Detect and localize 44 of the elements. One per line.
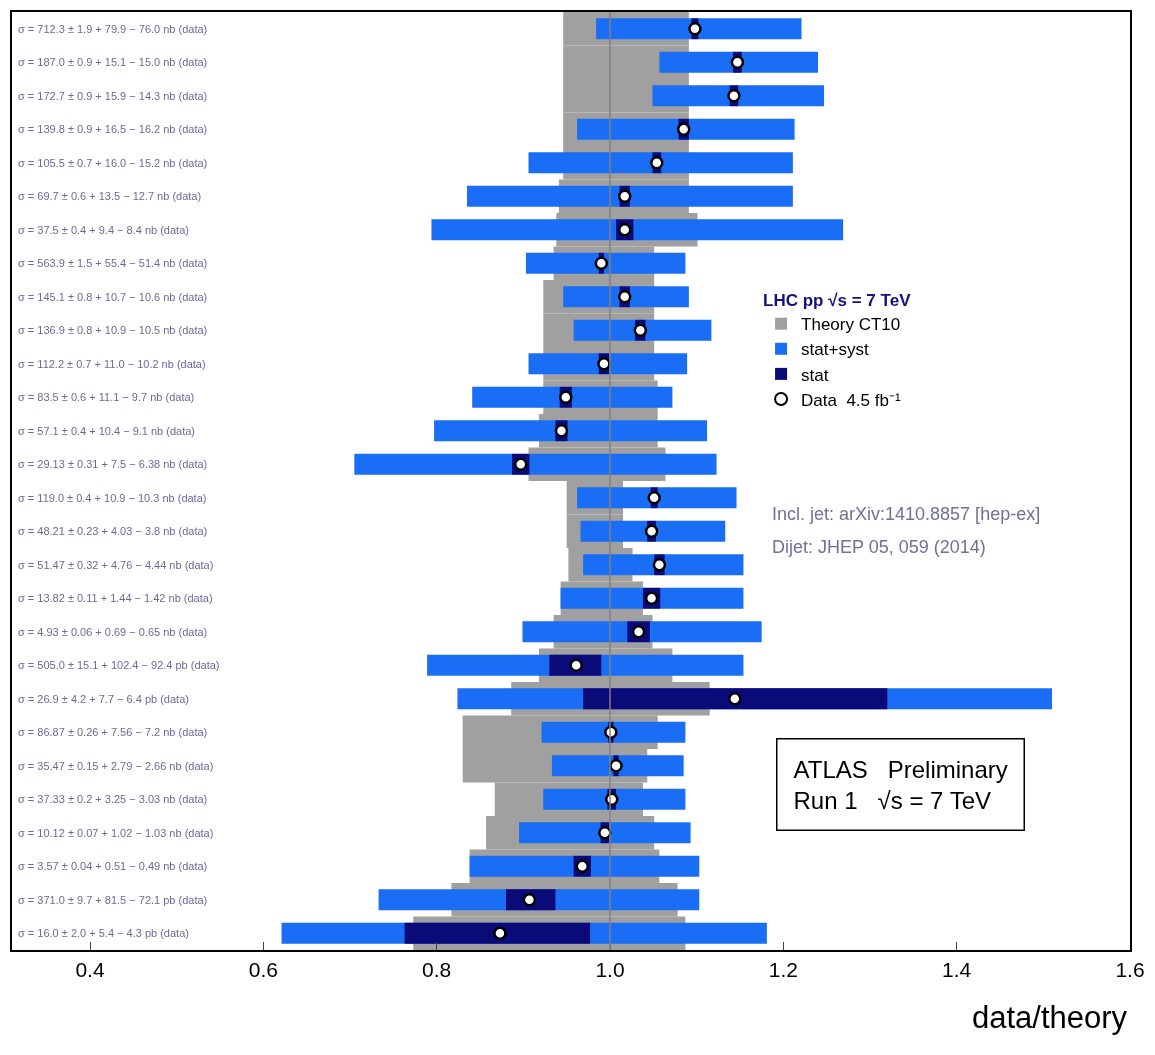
y-tick-label: σ = 83.5 ± 0.6 + 11.1 − 9.7 nb (data) xyxy=(18,391,195,403)
y-tick-label: σ = 13.82 ± 0.11 + 1.44 − 1.42 nb (data) xyxy=(18,592,213,604)
y-tick-label: σ = 10.12 ± 0.07 + 1.02 − 1.03 nb (data) xyxy=(18,827,214,839)
y-tick-label: σ = 86.87 ± 0.26 + 7.56 − 7.2 nb (data) xyxy=(18,726,208,738)
legend-label: Data 4.5 fb⁻¹ xyxy=(801,390,901,410)
y-tick-label: σ = 563.9 ± 1.5 + 55.4 − 51.4 nb (data) xyxy=(18,257,208,269)
y-tick-label: σ = 3.57 ± 0.04 + 0.51 − 0.49 nb (data) xyxy=(18,860,208,872)
x-axis-title: data/theory xyxy=(972,1000,1128,1035)
x-tick-label: 1.2 xyxy=(768,957,798,981)
legend-title: LHC pp √s = 7 TeV xyxy=(763,291,912,311)
y-tick-label: σ = 119.0 ± 0.4 + 10.9 − 10.3 nb (data) xyxy=(18,492,207,504)
y-tick-label: σ = 712.3 ± 1.9 + 79.9 − 76.0 nb (data) xyxy=(18,23,208,35)
x-tick-label: 0.8 xyxy=(422,957,452,981)
y-tick-label: σ = 187.0 ± 0.9 + 15.1 − 15.0 nb (data) xyxy=(18,56,208,68)
y-tick-label: σ = 51.47 ± 0.32 + 4.76 − 4.44 nb (data) xyxy=(18,559,214,571)
legend-label: Theory CT10 xyxy=(801,315,901,335)
y-tick-label: σ = 145.1 ± 0.8 + 10.7 − 10.6 nb (data) xyxy=(18,291,208,303)
y-tick-label: σ = 371.0 ± 9.7 + 81.5 − 72.1 pb (data) xyxy=(18,894,208,906)
y-tick-label: σ = 136.9 ± 0.8 + 10.9 − 10.5 nb (data) xyxy=(18,324,208,336)
legend-label: stat xyxy=(801,365,829,385)
annotation: Dijet: JHEP 05, 059 (2014) xyxy=(772,537,986,557)
x-tick-label: 1.6 xyxy=(1115,957,1145,981)
y-tick-label: σ = 69.7 ± 0.6 + 13.5 − 12.7 nb (data) xyxy=(18,190,202,202)
y-tick-label: σ = 139.8 ± 0.9 + 16.5 − 16.2 nb (data) xyxy=(18,123,208,135)
y-tick-label: σ = 105.5 ± 0.7 + 16.0 − 15.2 nb (data) xyxy=(18,157,208,169)
y-tick-label: σ = 57.1 ± 0.4 + 10.4 − 9.1 nb (data) xyxy=(18,425,196,437)
y-tick-label: σ = 35.47 ± 0.15 + 2.79 − 2.66 nb (data) xyxy=(18,760,214,772)
y-tick-label: σ = 4.93 ± 0.06 + 0.69 − 0.65 nb (data) xyxy=(18,626,208,638)
y-tick-label: σ = 172.7 ± 0.9 + 15.9 − 14.3 nb (data) xyxy=(18,90,208,102)
y-tick-label: σ = 29.13 ± 0.31 + 7.5 − 6.38 nb (data) xyxy=(18,458,208,470)
annotation: ATLAS Preliminary Run 1 √s = 7 TeV xyxy=(793,755,1008,814)
legend-label: stat+syst xyxy=(801,340,869,360)
y-tick-label: σ = 37.33 ± 0.2 + 3.25 − 3.03 nb (data) xyxy=(18,793,208,805)
y-tick-label: σ = 505.0 ± 15.1 + 102.4 − 92.4 pb (data) xyxy=(18,659,220,671)
y-tick-label: σ = 16.0 ± 2.0 + 5.4 − 4.3 pb (data) xyxy=(18,927,189,939)
x-tick-label: 1.4 xyxy=(942,957,972,981)
annotation: Incl. jet: arXiv:1410.8857 [hep-ex] xyxy=(772,504,1041,524)
y-tick-label: σ = 37.5 ± 0.4 + 9.4 − 8.4 nb (data) xyxy=(18,224,189,236)
y-tick-label: σ = 26.9 ± 4.2 + 7.7 − 6.4 pb (data) xyxy=(18,693,189,705)
x-tick-label: 0.6 xyxy=(248,957,278,981)
x-tick-label: 0.4 xyxy=(75,957,105,981)
y-tick-label: σ = 112.2 ± 0.7 + 11.0 − 10.2 nb (data) xyxy=(18,358,206,370)
x-tick-label: 1.0 xyxy=(595,957,625,981)
y-tick-label: σ = 48.21 ± 0.23 + 4.03 − 3.8 nb (data) xyxy=(18,525,208,537)
